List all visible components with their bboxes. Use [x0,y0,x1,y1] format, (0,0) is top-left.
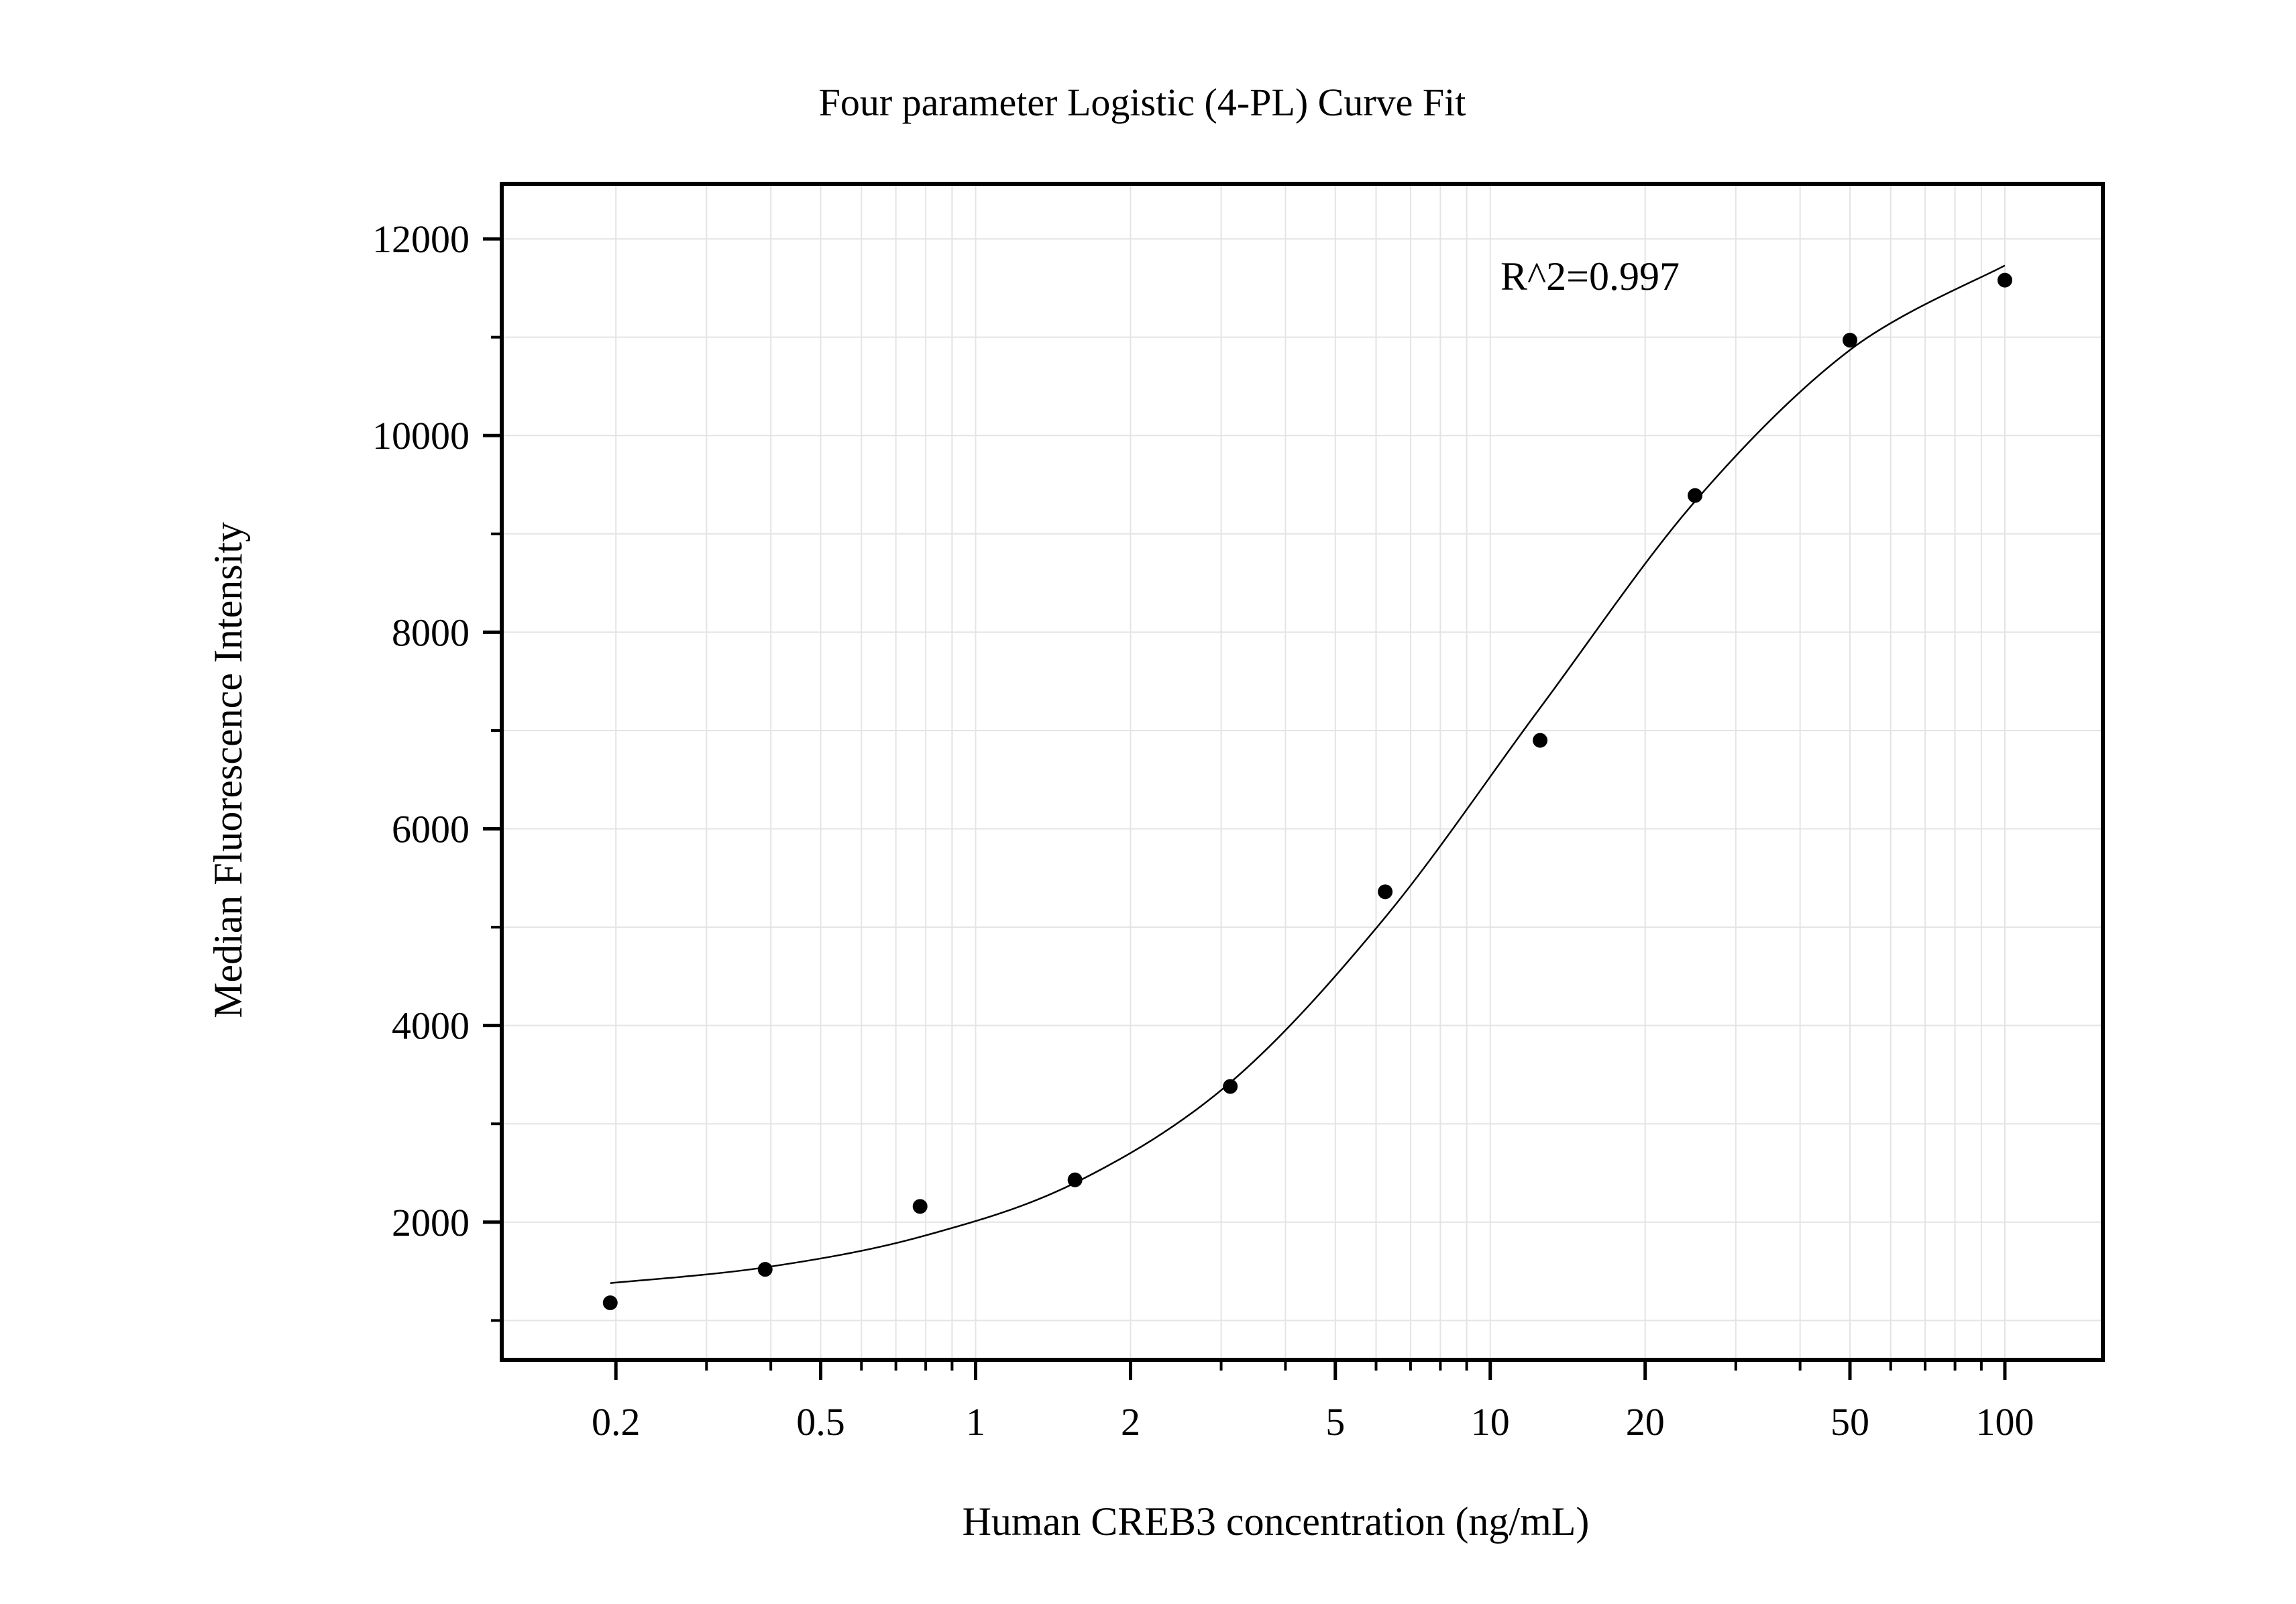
x-tick-label: 100 [1975,1400,2034,1444]
y-tick-label: 12000 [372,217,470,261]
axes: 2000 4000 6000 8000 10000 12000 0.2 0.5 1 2 5 10 20 5… [372,182,2105,1444]
x-tick-label: 20 [1626,1400,1665,1444]
x-tick-label: 5 [1325,1400,1345,1444]
data-points [602,272,2012,1310]
data-point [757,1262,773,1277]
r-squared-annotation: R^2=0.997 [1500,254,1680,299]
fit-curve [610,264,2006,1284]
data-point [1533,733,1548,748]
data-point [1223,1079,1238,1094]
plot-frame [500,182,2105,1362]
y-tick-label: 4000 [392,1004,470,1048]
data-point [1067,1172,1083,1187]
data-point [602,1295,618,1310]
data-point [1997,272,2012,288]
x-tick-label: 0.2 [592,1400,641,1444]
y-axis-label: Median Fluorescence Intensity [206,522,250,1018]
data-point [912,1199,928,1214]
data-point [1843,333,1858,348]
x-tick-label: 1 [966,1400,985,1444]
data-point [1688,488,1703,503]
x-axis-label: Human CREB3 concentration (ng/mL) [963,1499,1590,1544]
y-tick-label: 10000 [372,414,470,458]
chart-title: Four parameter Logistic (4-PL) Curve Fit [819,81,1466,124]
grid [502,184,2103,1360]
x-tick-label: 0.5 [796,1400,845,1444]
y-tick-label: 8000 [392,610,470,654]
x-tick-label: 50 [1830,1400,1869,1444]
y-tick-label: 6000 [392,808,470,851]
x-tick-label: 2 [1121,1400,1140,1444]
data-point [1378,884,1393,900]
y-tick-label: 2000 [392,1201,470,1244]
fit-curve-layer [610,264,2006,1284]
x-tick-label: 10 [1471,1400,1510,1444]
